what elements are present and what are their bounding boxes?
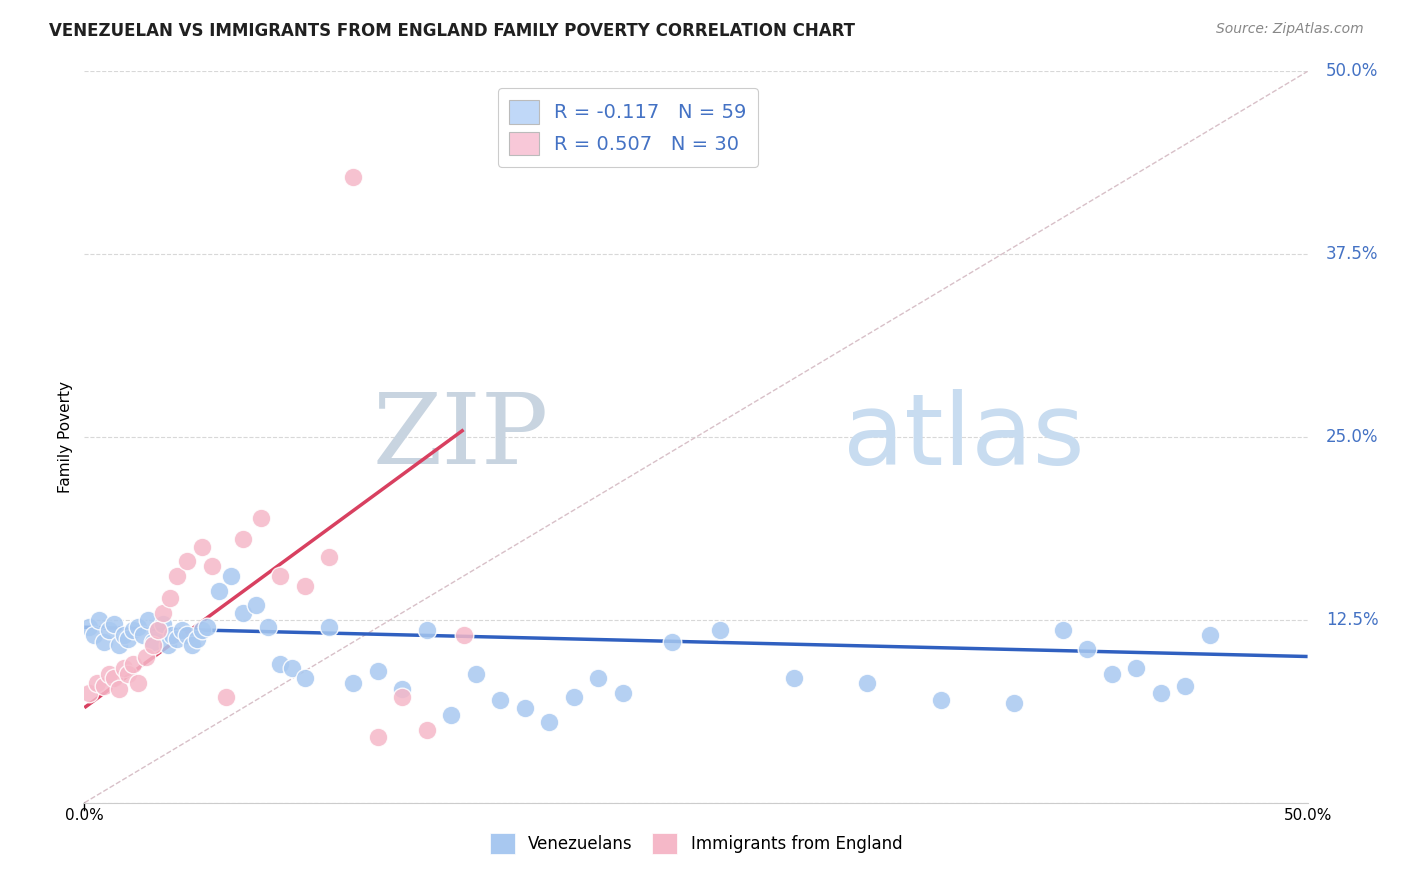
Point [132, 627, 155, 641]
Point [219, 569, 242, 583]
Text: atlas: atlas [842, 389, 1084, 485]
Point [176, 627, 198, 641]
Point [166, 632, 188, 646]
Point [257, 620, 280, 634]
Text: 37.5%: 37.5% [1326, 245, 1378, 263]
Point [208, 583, 231, 598]
Point [112, 627, 135, 641]
Point [612, 686, 634, 700]
Point [586, 672, 609, 686]
Point [391, 690, 413, 705]
Point [513, 700, 536, 714]
Point [318, 549, 340, 564]
Point [122, 657, 145, 671]
Point [117, 667, 139, 681]
Point [416, 723, 439, 737]
Point [342, 676, 364, 690]
Point [83, 627, 105, 641]
Point [453, 627, 475, 641]
Point [232, 606, 254, 620]
Text: VENEZUELAN VS IMMIGRANTS FROM ENGLAND FAMILY POVERTY CORRELATION CHART: VENEZUELAN VS IMMIGRANTS FROM ENGLAND FA… [49, 22, 855, 40]
Point [127, 676, 149, 690]
Point [97, 623, 120, 637]
Point [245, 599, 267, 613]
Point [93, 635, 115, 649]
Point [181, 638, 204, 652]
Point [281, 661, 304, 675]
Point [136, 613, 159, 627]
Point [156, 638, 179, 652]
Point [191, 623, 214, 637]
Point [103, 617, 125, 632]
Point [97, 667, 120, 681]
Point [318, 620, 340, 634]
Point [416, 623, 439, 637]
Point [391, 681, 413, 696]
Point [200, 558, 222, 573]
Point [1052, 623, 1074, 637]
Y-axis label: Family Poverty: Family Poverty [58, 381, 73, 493]
Point [103, 672, 125, 686]
Point [783, 672, 806, 686]
Point [538, 715, 561, 730]
Point [294, 672, 316, 686]
Point [152, 617, 174, 632]
Point [1101, 667, 1123, 681]
Point [269, 569, 291, 583]
Point [107, 638, 129, 652]
Point [162, 627, 184, 641]
Point [142, 635, 165, 649]
Text: ZIP: ZIP [373, 389, 550, 485]
Point [107, 681, 129, 696]
Point [367, 664, 389, 678]
Point [87, 613, 110, 627]
Point [709, 623, 731, 637]
Point [77, 620, 100, 634]
Point [1150, 686, 1173, 700]
Point [191, 540, 214, 554]
Point [342, 169, 364, 184]
Point [562, 690, 585, 705]
Text: 50.0%: 50.0% [1326, 62, 1378, 80]
Point [195, 620, 218, 634]
Point [232, 533, 254, 547]
Point [117, 632, 139, 646]
Text: 25.0%: 25.0% [1326, 428, 1378, 446]
Point [1198, 627, 1220, 641]
Point [215, 690, 238, 705]
Point [1076, 642, 1098, 657]
Point [152, 606, 174, 620]
Point [489, 693, 512, 707]
Point [146, 623, 169, 637]
Text: 12.5%: 12.5% [1326, 611, 1378, 629]
Point [1174, 679, 1197, 693]
Point [440, 708, 463, 723]
Point [77, 686, 100, 700]
Legend: Venezuelans, Immigrants from England: Venezuelans, Immigrants from England [482, 827, 910, 860]
Point [856, 676, 879, 690]
Point [1125, 661, 1147, 675]
Point [127, 620, 149, 634]
Point [294, 579, 316, 593]
Point [122, 623, 145, 637]
Point [464, 667, 486, 681]
Point [661, 635, 683, 649]
Point [159, 591, 181, 605]
Point [176, 554, 198, 568]
Point [135, 649, 157, 664]
Point [93, 679, 115, 693]
Point [367, 730, 389, 744]
Point [1002, 696, 1025, 710]
Point [186, 632, 208, 646]
Point [172, 623, 194, 637]
Point [269, 657, 291, 671]
Point [166, 569, 188, 583]
Point [142, 638, 165, 652]
Point [249, 510, 271, 524]
Point [929, 693, 952, 707]
Point [86, 676, 108, 690]
Point [146, 623, 169, 637]
Point [112, 661, 135, 675]
Text: Source: ZipAtlas.com: Source: ZipAtlas.com [1216, 22, 1364, 37]
